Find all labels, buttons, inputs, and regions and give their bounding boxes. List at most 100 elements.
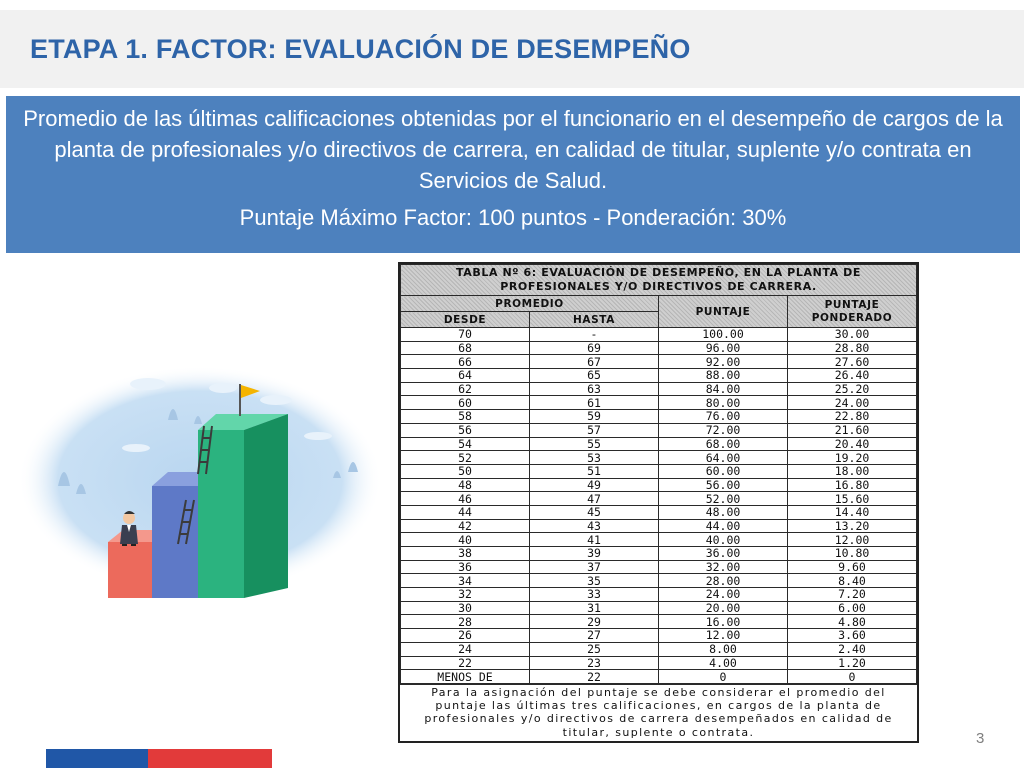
table-cell: 28.00 [658, 573, 788, 589]
table-cell: 6.00 [787, 600, 917, 616]
table-row: 22 23 4.00 1.20 [400, 655, 917, 671]
table-cell: 96.00 [658, 340, 788, 356]
table-row: 60 61 80.00 24.00 [400, 395, 917, 411]
table-cell: 22 [400, 655, 530, 671]
description-box: Promedio de las últimas calificaciones o… [6, 96, 1020, 253]
table-cell: 30.00 [787, 327, 917, 342]
table-cell: 69 [529, 340, 659, 356]
table-cell: 45 [529, 504, 659, 520]
table-cell: 64 [400, 368, 530, 383]
table-cell: 47 [529, 491, 659, 506]
table-cell: 70 [400, 327, 530, 342]
table-row: 34 35 28.00 8.40 [400, 573, 917, 589]
table-cell: 44 [400, 504, 530, 520]
evaluation-table-grid: TABLA Nº 6: EVALUACIÓN DE DESEMPEÑO, EN … [400, 264, 917, 684]
table-cell: 26 [400, 628, 530, 643]
table-row: 28 29 16.00 4.80 [400, 614, 917, 630]
table-cell: 60.00 [658, 463, 788, 479]
table-cell: 13.20 [787, 518, 917, 534]
table-row: 52 53 64.00 19.20 [400, 450, 917, 465]
table-cell: 61 [529, 395, 659, 411]
table-cell: 49 [529, 477, 659, 493]
table-cell: 3.60 [787, 628, 917, 643]
table-cell: 41 [529, 532, 659, 547]
title-bar [0, 10, 1024, 88]
table-cell: 42 [400, 518, 530, 534]
hasta-header: HASTA [529, 311, 659, 328]
table-cell: 2.40 [787, 641, 917, 657]
table-cell: 24 [400, 641, 530, 657]
table-cell: 7.20 [787, 587, 917, 602]
table-cell: 59 [529, 409, 659, 424]
table-cell: 63 [529, 381, 659, 397]
table-cell: 48.00 [658, 504, 788, 520]
table-row: 70-100.00 30.00 [400, 327, 917, 342]
table-cell: 8.00 [658, 641, 788, 657]
table-cell: 22.80 [787, 409, 917, 424]
table-note: Para la asignación del puntaje se debe c… [400, 683, 917, 740]
table-cell: 30 [400, 600, 530, 616]
table-cell: 33 [529, 587, 659, 602]
table-cell: 12.00 [658, 628, 788, 643]
table-cell: 56 [400, 422, 530, 438]
table-cell: 12.00 [787, 532, 917, 547]
table-cell: 16.80 [787, 477, 917, 493]
table-cell: 64.00 [658, 450, 788, 465]
table-cell: 76.00 [658, 409, 788, 424]
table-cell: 25.20 [787, 381, 917, 397]
factor-description: Promedio de las últimas calificaciones o… [23, 106, 1003, 193]
evaluation-table: TABLA Nº 6: EVALUACIÓN DE DESEMPEÑO, EN … [398, 262, 919, 743]
table-cell: - [529, 327, 659, 342]
table-row: 48 49 56.00 16.80 [400, 477, 917, 493]
table-cell: 38 [400, 546, 530, 561]
table-cell: 0 [787, 669, 917, 684]
table-cell: 10.80 [787, 546, 917, 561]
table-cell: 92.00 [658, 354, 788, 370]
businessman-figure [120, 511, 138, 546]
footer-bar-red [148, 749, 272, 768]
table-row: 54 55 68.00 20.40 [400, 436, 917, 452]
table-cell: 39 [529, 546, 659, 561]
table-cell: 84.00 [658, 381, 788, 397]
table-cell: 25 [529, 641, 659, 657]
table-cell: 0 [658, 669, 788, 684]
table-cell: 43 [529, 518, 659, 534]
table-cell: 29 [529, 614, 659, 630]
table-cell: 21.60 [787, 422, 917, 438]
table-cell: 46 [400, 491, 530, 506]
table-cell: 34 [400, 573, 530, 589]
promedio-header: PROMEDIO [400, 295, 659, 312]
table-cell: 15.60 [787, 491, 917, 506]
table-cell: 4.80 [787, 614, 917, 630]
table-row: MENOS DE 22 0 0 [400, 669, 917, 684]
step-three [198, 430, 244, 598]
table-row: 24 25 8.00 2.40 [400, 641, 917, 657]
table-cell: 27 [529, 628, 659, 643]
table-cell: 23 [529, 655, 659, 671]
puntaje-header: PUNTAJE [658, 295, 788, 328]
table-body: 70-100.00 30.00 68 69 96.00 28.80 66 67 92.00 27.… [400, 327, 917, 684]
table-cell: 88.00 [658, 368, 788, 383]
table-cell: 20.40 [787, 436, 917, 452]
table-cell: 44.00 [658, 518, 788, 534]
table-cell: 66 [400, 354, 530, 370]
table-row: 66 67 92.00 27.60 [400, 354, 917, 370]
table-cell: 31 [529, 600, 659, 616]
table-cell: 1.20 [787, 655, 917, 671]
table-cell: 24.00 [787, 395, 917, 411]
table-cell: 54 [400, 436, 530, 452]
table-row: 36 37 32.00 9.60 [400, 559, 917, 575]
plants [58, 409, 358, 494]
ladder-icon [177, 425, 213, 545]
table-cell: 36 [400, 559, 530, 575]
table-cell: 35 [529, 573, 659, 589]
table-cell: 60 [400, 395, 530, 411]
table-cell: 67 [529, 354, 659, 370]
table-cell: 48 [400, 477, 530, 493]
table-row: 68 69 96.00 28.80 [400, 340, 917, 356]
table-cell: 37 [529, 559, 659, 575]
table-cell: 28.80 [787, 340, 917, 356]
table-row: 38 39 36.00 10.80 [400, 546, 917, 561]
table-row: 50 51 60.00 18.00 [400, 463, 917, 479]
table-cell: 53 [529, 450, 659, 465]
